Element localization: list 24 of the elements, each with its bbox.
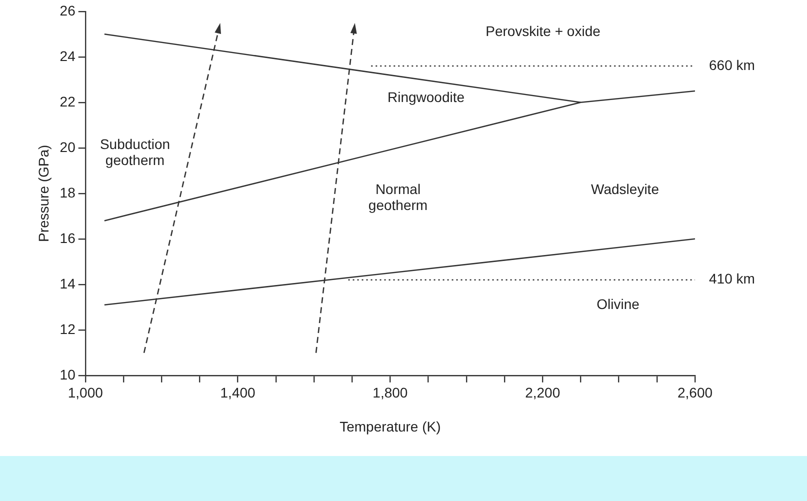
annotation: Ringwoodite: [387, 88, 465, 105]
y-axis-title: Pressure (GPa): [35, 144, 52, 242]
y-tick-label: 26: [60, 2, 76, 18]
x-tick-label: 1,000: [68, 384, 104, 401]
annotation: Perovskite + oxide: [486, 22, 601, 39]
y-tick-label: 18: [60, 184, 76, 200]
x-tick-label: 1,800: [372, 384, 408, 401]
annotation: Wadsleyite: [591, 180, 660, 197]
y-tick-label: 16: [60, 230, 76, 246]
annotation: Subduction geotherm: [100, 136, 170, 168]
x-tick-label: 2,200: [525, 384, 560, 401]
y-tick-label: 12: [60, 320, 76, 337]
x-axis-title: Temperature (K): [340, 418, 441, 434]
y-tick-label: 10: [60, 366, 76, 382]
series-label: 410 km: [709, 270, 755, 287]
series-label: 660 km: [709, 56, 755, 73]
y-tick-label: 14: [60, 275, 76, 292]
x-tick-label: 1,400: [220, 384, 256, 401]
annotation: Normal geotherm: [368, 180, 428, 213]
y-tick-label: 22: [60, 93, 76, 110]
annotation: Olivine: [596, 296, 640, 312]
y-tick-label: 20: [60, 138, 76, 155]
y-tick-label: 24: [60, 48, 76, 64]
x-tick-label: 2,600: [677, 384, 713, 401]
